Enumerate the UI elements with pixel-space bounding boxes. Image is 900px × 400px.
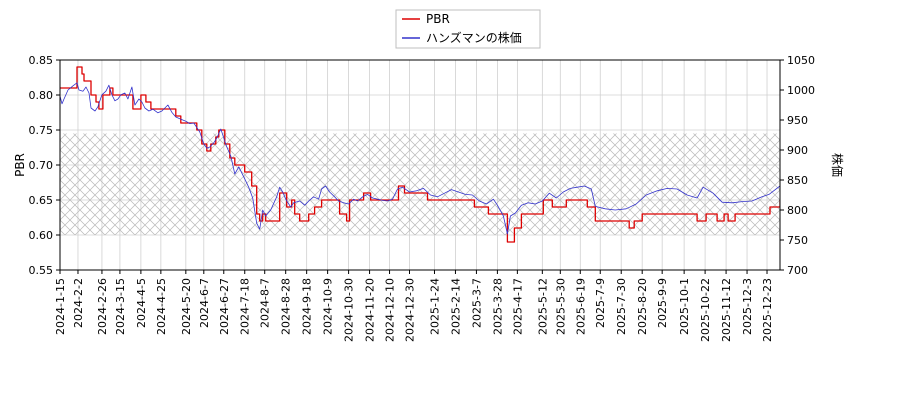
x-tick-label: 2024-11-20 — [364, 278, 377, 342]
x-tick-label: 2025-7-30 — [615, 278, 628, 335]
x-tick-label: 2024-4-25 — [155, 278, 168, 335]
x-tick-label: 2025-2-14 — [449, 278, 462, 335]
right-tick-label: 700 — [787, 264, 808, 277]
right-tick-label: 850 — [787, 174, 808, 187]
right-tick-label: 1050 — [787, 54, 815, 67]
right-axis: 700 750 800 850 900 950 1000 1050 — [780, 54, 815, 277]
x-tick-label: 2025-10-22 — [699, 278, 712, 342]
x-tick-label: 2024-12-10 — [384, 278, 397, 342]
x-tick-label: 2025-6-19 — [574, 278, 587, 335]
right-tick-label: 1000 — [787, 84, 815, 97]
left-tick-label: 0.60 — [29, 229, 54, 242]
right-tick-label: 800 — [787, 204, 808, 217]
x-tick-label: 2025-4-17 — [511, 278, 524, 335]
x-tick-label: 2025-5-12 — [536, 278, 549, 335]
left-tick-label: 0.70 — [29, 159, 54, 172]
x-tick-label: 2025-10-1 — [678, 278, 691, 335]
left-tick-label: 0.75 — [29, 124, 54, 137]
x-tick-label: 2024-6-27 — [218, 278, 231, 335]
x-tick-label: 2024-2-26 — [96, 278, 109, 335]
x-tick-label: 2024-3-15 — [114, 278, 127, 335]
x-tick-label: 2024-10-9 — [322, 278, 335, 335]
left-tick-label: 0.65 — [29, 194, 54, 207]
x-tick-label: 2024-7-18 — [239, 278, 252, 335]
x-axis: 2024-1-15 2024-2-2 2024-2-26 2024-3-15 2024-… — [54, 270, 774, 342]
x-tick-label: 2025-12-3 — [741, 278, 754, 335]
x-tick-label: 2024-5-20 — [180, 278, 193, 335]
x-tick-label: 2025-8-20 — [636, 278, 649, 335]
x-tick-label: 2024-8-28 — [280, 278, 293, 335]
x-tick-label: 2024-4-5 — [135, 278, 148, 328]
right-tick-label: 950 — [787, 114, 808, 127]
legend-label-pbr: PBR — [426, 12, 450, 26]
left-tick-label: 0.85 — [29, 54, 54, 67]
x-tick-label: 2024-6-7 — [198, 278, 211, 328]
x-tick-label: 2025-3-7 — [470, 278, 483, 328]
right-axis-title: 株価 — [830, 153, 845, 177]
x-tick-label: 2025-11-12 — [720, 278, 733, 342]
left-axis-title: PBR — [13, 153, 27, 177]
legend-label-price: ハンズマンの株価 — [426, 30, 522, 45]
x-tick-label: 2025-3-28 — [491, 278, 504, 335]
price-series-line — [60, 82, 780, 235]
shaded-band — [60, 133, 780, 235]
x-tick-label: 2025-12-23 — [761, 278, 774, 342]
pbr-series-line — [60, 66, 780, 243]
right-tick-label: 750 — [787, 234, 808, 247]
x-tick-label: 2024-9-18 — [301, 278, 314, 335]
x-tick-label: 2025-7-9 — [594, 278, 607, 328]
right-tick-label: 900 — [787, 144, 808, 157]
series-layer — [60, 66, 780, 243]
x-tick-label: 2024-8-7 — [259, 278, 272, 328]
left-tick-label: 0.80 — [29, 89, 54, 102]
x-tick-label: 2024-2-2 — [72, 278, 85, 328]
x-tick-label: 2024-1-15 — [54, 278, 67, 335]
x-tick-label: 2024-12-30 — [404, 278, 417, 342]
x-tick-label: 2025-9-9 — [656, 278, 669, 328]
x-tick-label: 2025-5-30 — [554, 278, 567, 335]
x-tick-label: 2024-10-30 — [343, 278, 356, 342]
legend: PBR ハンズマンの株価 — [395, 9, 541, 49]
left-tick-label: 0.55 — [29, 264, 54, 277]
legend-box — [395, 9, 541, 49]
x-tick-label: 2025-1-24 — [428, 278, 441, 335]
left-axis: 0.55 0.60 0.65 0.70 0.75 0.80 0.85 — [29, 54, 60, 277]
